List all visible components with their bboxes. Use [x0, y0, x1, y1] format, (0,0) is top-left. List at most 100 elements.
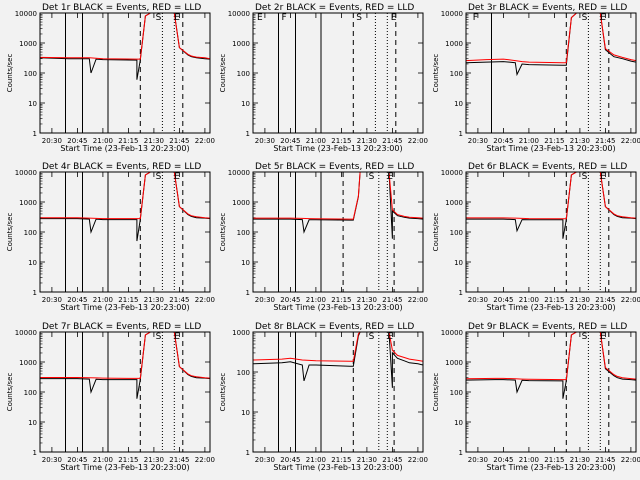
- x-tick-label: 21:30: [357, 456, 377, 464]
- x-axis-label: Start Time (23-Feb-13 20:23:00): [486, 303, 615, 312]
- x-tick-label: 20:45: [67, 137, 87, 145]
- y-tick-label: 10: [241, 409, 250, 417]
- y-axis-label: Counts/sec: [6, 213, 14, 252]
- flag-label: F: [473, 13, 478, 23]
- y-tick-label: 1000: [19, 40, 37, 48]
- x-tick-label: 20:30: [255, 137, 275, 145]
- series-line-lld: [466, 332, 636, 381]
- x-tick-label: 20:45: [493, 456, 513, 464]
- flag-label: E: [600, 13, 606, 23]
- flag-label: S: [582, 13, 588, 23]
- x-axis-label: Start Time (23-Feb-13 20:23:00): [486, 463, 615, 472]
- x-tick-label: 21:30: [570, 137, 590, 145]
- y-tick-label: 10000: [441, 329, 463, 337]
- x-tick-label: 21:45: [169, 296, 189, 304]
- x-tick-label: 21:00: [93, 456, 113, 464]
- series-line-lld: [40, 13, 210, 60]
- x-tick-label: 21:30: [357, 296, 377, 304]
- detector-panel-4: Det 4r BLACK = Events, RED = LLD Counts/s…: [6, 162, 215, 312]
- x-tick-label: 22:00: [408, 296, 428, 304]
- x-tick-label: 20:45: [280, 296, 300, 304]
- x-tick-label: 21:45: [382, 296, 402, 304]
- y-tick-label: 1000: [232, 40, 250, 48]
- series-line-lld: [253, 172, 423, 220]
- panel-title: Det 8r BLACK = Events, RED = LLD: [255, 322, 414, 332]
- detector-panel-7: Det 7r BLACK = Events, RED = LLD Counts/s…: [6, 322, 215, 472]
- y-axis-label: Counts/sec: [6, 54, 14, 93]
- x-tick-label: 21:45: [595, 137, 615, 145]
- x-tick-label: 21:15: [331, 456, 351, 464]
- x-tick-label: 21:45: [382, 456, 402, 464]
- x-tick-label: 21:45: [169, 137, 189, 145]
- flag-label: E: [391, 13, 397, 23]
- x-tick-label: 21:00: [519, 296, 539, 304]
- flag-label: S: [369, 172, 375, 182]
- y-tick-label: 1000: [232, 199, 250, 207]
- flag-label: S: [156, 172, 162, 182]
- flag-label: E: [257, 13, 263, 23]
- x-tick-label: 20:45: [67, 296, 87, 304]
- y-axis-label: Counts/sec: [219, 373, 227, 412]
- x-tick-label: 21:45: [595, 296, 615, 304]
- y-tick-label: 10: [241, 259, 250, 267]
- series-line-lld: [466, 172, 636, 220]
- flag-label: S: [582, 332, 588, 342]
- flag-label: F: [282, 13, 287, 23]
- y-axis-label: Counts/sec: [6, 373, 14, 412]
- x-tick-label: 22:00: [195, 137, 215, 145]
- x-tick-label: 20:45: [280, 137, 300, 145]
- x-tick-label: 22:00: [195, 456, 215, 464]
- x-tick-label: 22:00: [408, 137, 428, 145]
- x-tick-label: 20:30: [255, 296, 275, 304]
- y-tick-label: 10000: [228, 169, 250, 177]
- y-tick-label: 10: [28, 100, 37, 108]
- y-tick-label: 10000: [15, 10, 37, 18]
- x-tick-label: 20:30: [468, 296, 488, 304]
- y-tick-label: 1: [459, 449, 463, 457]
- series-line-events: [253, 172, 423, 239]
- plot-frame: [252, 171, 424, 293]
- panel-title: Det 9r BLACK = Events, RED = LLD: [468, 322, 627, 332]
- y-tick-label: 100: [24, 229, 37, 237]
- series-line-lld: [466, 13, 636, 64]
- y-tick-label: 100: [237, 70, 250, 78]
- x-tick-label: 21:15: [118, 456, 138, 464]
- detector-panel-1: Det 1r BLACK = Events, RED = LLD Counts/s…: [6, 3, 215, 153]
- y-tick-label: 100: [450, 70, 463, 78]
- plot-frame: [465, 171, 637, 293]
- x-axis-label: Start Time (23-Feb-13 20:23:00): [273, 144, 402, 153]
- x-tick-label: 21:15: [118, 296, 138, 304]
- flag-label: S: [156, 13, 162, 23]
- plot-frame: [39, 331, 211, 453]
- x-tick-label: 21:00: [306, 137, 326, 145]
- x-tick-label: 20:45: [280, 456, 300, 464]
- x-tick-label: 20:45: [67, 456, 87, 464]
- y-tick-label: 10: [454, 259, 463, 267]
- plot-frame: [465, 331, 637, 453]
- y-tick-label: 1000: [445, 199, 463, 207]
- x-tick-label: 21:15: [118, 137, 138, 145]
- plot-frame: [39, 171, 211, 293]
- y-tick-label: 1000: [19, 199, 37, 207]
- x-tick-label: 21:45: [169, 456, 189, 464]
- x-axis-label: Start Time (23-Feb-13 20:23:00): [273, 303, 402, 312]
- x-tick-label: 21:15: [544, 137, 564, 145]
- y-tick-label: 1: [33, 449, 37, 457]
- y-tick-label: 10000: [228, 10, 250, 18]
- detector-panel-6: Det 6r BLACK = Events, RED = LLD Counts/s…: [432, 162, 640, 312]
- y-tick-label: 1: [33, 289, 37, 297]
- series-line-events: [466, 172, 636, 239]
- y-tick-label: 1000: [445, 40, 463, 48]
- y-axis-label: Counts/sec: [219, 213, 227, 252]
- flag-label: S: [582, 172, 588, 182]
- y-tick-label: 10: [454, 100, 463, 108]
- y-tick-label: 10000: [441, 10, 463, 18]
- y-tick-label: 1000: [445, 359, 463, 367]
- plot-frame: [39, 12, 211, 134]
- plot-frame: [252, 12, 424, 134]
- flag-label: E: [600, 172, 606, 182]
- x-tick-label: 22:00: [408, 456, 428, 464]
- panel-title: Det 3r BLACK = Events, RED = LLD: [468, 3, 627, 13]
- x-tick-label: 21:45: [382, 137, 402, 145]
- y-axis-label: Counts/sec: [432, 373, 440, 412]
